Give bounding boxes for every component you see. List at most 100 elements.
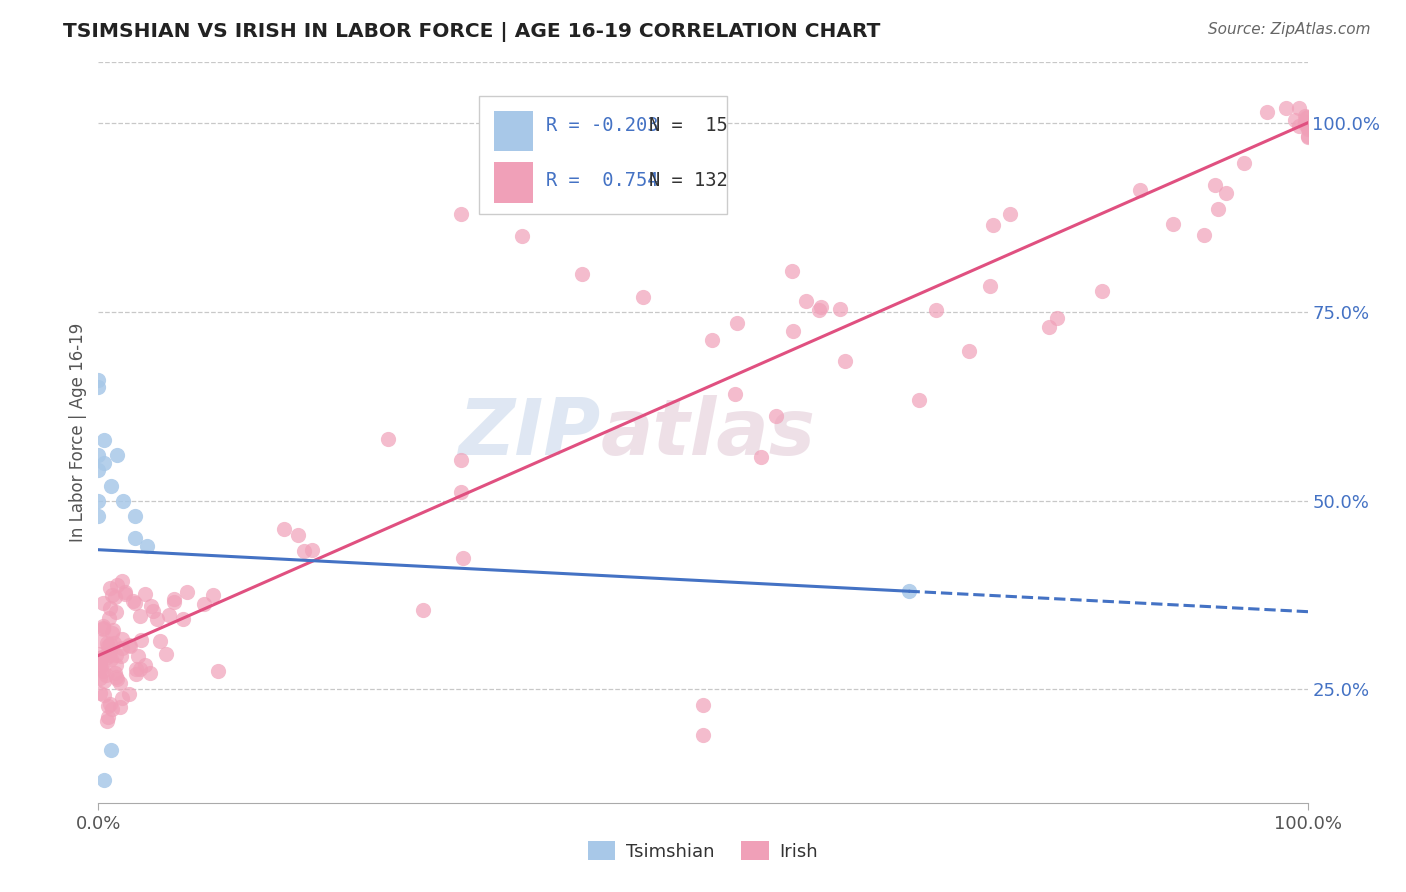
Point [105,648,128,662]
Point [114,586,136,600]
Point [176,585,198,599]
Point [1295,111,1317,125]
Point [96,649,118,664]
Point [98,644,121,658]
Point [725,316,748,330]
Point [111,493,134,508]
Point [157,607,180,622]
Point [87,493,110,508]
Point [981,218,1004,232]
Point [87,448,110,462]
Point [301,543,323,558]
Point [89,662,111,676]
Point [96,636,118,650]
Point [979,278,1001,293]
Point [700,334,723,348]
Point [105,448,128,462]
Point [782,324,804,338]
Point [139,599,162,613]
Point [97,645,120,659]
Point [93,456,115,470]
Text: Source: ZipAtlas.com: Source: ZipAtlas.com [1208,22,1371,37]
Point [124,508,146,523]
Point [110,648,132,663]
Point [89,655,111,669]
Point [100,697,122,711]
Point [724,387,747,401]
Point [897,584,920,599]
Point [118,639,141,653]
Legend: Tsimshian, Irish: Tsimshian, Irish [581,834,825,868]
Point [163,595,186,609]
Point [925,302,948,317]
Point [101,625,124,640]
Point [1161,218,1184,232]
Point [100,652,122,666]
Y-axis label: In Labor Force | Age 16-19: In Labor Force | Age 16-19 [69,323,87,542]
Point [135,539,157,553]
Point [125,667,148,681]
Point [98,582,121,596]
Point [1288,101,1310,115]
Point [104,670,127,684]
Point [87,373,110,387]
Point [96,714,118,729]
Point [1204,178,1226,192]
Point [87,463,110,477]
Point [103,636,125,650]
Point [1256,105,1278,120]
Point [148,633,170,648]
Point [172,612,194,626]
Point [1296,122,1319,136]
Point [163,592,186,607]
Point [90,649,112,664]
Point [105,577,128,591]
Point [287,528,309,542]
Point [412,602,434,616]
Point [692,728,714,742]
Point [97,648,120,663]
Point [377,432,399,446]
Point [1129,183,1152,197]
Text: N =  15: N = 15 [648,116,727,135]
Point [125,662,148,676]
Point [97,710,120,724]
Point [1294,109,1316,123]
Point [108,699,131,714]
Point [692,698,714,712]
Point [201,589,224,603]
Point [292,544,315,558]
Point [104,605,127,619]
Point [751,450,773,464]
Point [1294,115,1316,129]
Point [122,594,145,608]
Point [155,647,177,661]
Point [1215,186,1237,201]
Point [810,300,832,314]
Point [93,664,115,678]
Point [1296,130,1319,145]
Point [105,658,128,673]
Point [87,508,110,523]
Text: atlas: atlas [600,394,815,471]
Point [129,662,152,676]
Text: R =  0.754: R = 0.754 [546,171,658,190]
Point [998,207,1021,221]
Point [1038,320,1060,334]
Point [91,619,114,633]
Point [101,623,124,637]
Point [91,596,114,610]
Point [91,621,114,635]
Point [765,409,787,423]
Point [111,632,134,646]
Point [89,686,111,700]
Point [100,743,122,757]
Point [100,702,122,716]
Point [93,674,115,689]
Point [124,532,146,546]
Point [1296,129,1319,144]
Point [450,452,472,467]
Point [451,551,474,566]
Point [89,651,111,665]
Point [1275,101,1298,115]
